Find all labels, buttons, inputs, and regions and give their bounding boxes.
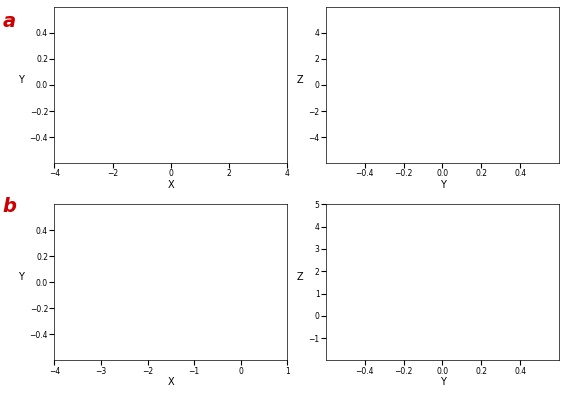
X-axis label: Y: Y — [440, 180, 445, 190]
X-axis label: X: X — [168, 180, 174, 190]
X-axis label: X: X — [168, 377, 174, 387]
X-axis label: Y: Y — [440, 377, 445, 387]
Y-axis label: Z: Z — [297, 272, 303, 282]
Y-axis label: Y: Y — [18, 272, 24, 282]
Y-axis label: Z: Z — [297, 75, 303, 85]
Text: a: a — [3, 12, 16, 31]
Text: b: b — [3, 197, 17, 216]
Y-axis label: Y: Y — [18, 75, 24, 85]
